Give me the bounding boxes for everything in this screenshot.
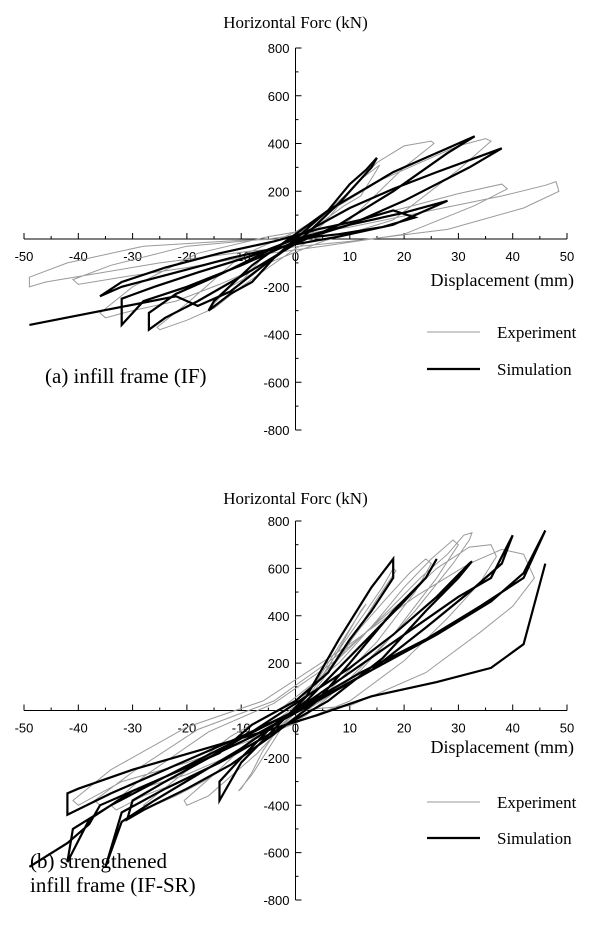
x-tick-label: -50 <box>15 249 34 264</box>
y-tick-label: 400 <box>268 137 290 152</box>
x-tick-label: 0 <box>292 249 299 264</box>
y-tick-label: -600 <box>263 846 289 861</box>
x-tick-label: 30 <box>451 249 465 264</box>
y-axis-title: Horizontal Forc (kN) <box>223 489 367 508</box>
legend-label-experiment: Experiment <box>497 323 577 342</box>
y-tick-label: 800 <box>268 514 290 529</box>
y-tick-label: 600 <box>268 561 290 576</box>
x-tick-label: 40 <box>505 721 519 736</box>
x-tick-label: 50 <box>560 721 574 736</box>
x-tick-label: -50 <box>15 721 34 736</box>
panel-caption: (a) infill frame (IF) <box>45 364 207 388</box>
legend-label-simulation: Simulation <box>497 829 572 848</box>
y-tick-label: -800 <box>263 423 289 438</box>
legend-label-experiment: Experiment <box>497 793 577 812</box>
series-simulation-line <box>28 530 547 868</box>
x-tick-label: 20 <box>397 721 411 736</box>
y-tick-label: -200 <box>263 280 289 295</box>
y-axis-title: Horizontal Forc (kN) <box>223 13 367 32</box>
x-tick-label: -40 <box>69 721 88 736</box>
series-simulation-line <box>29 135 503 332</box>
x-tick-label: -40 <box>69 249 88 264</box>
series-experiment-line <box>72 532 535 811</box>
x-tick-label: 10 <box>343 721 357 736</box>
y-tick-label: -600 <box>263 375 289 390</box>
y-tick-label: -400 <box>263 328 289 343</box>
chart-panel-a: -50 -40 -30 -20 -10 0 10 20 30 40 50800600400200-2… <box>15 13 577 438</box>
x-tick-label: -30 <box>123 249 142 264</box>
x-tick-label: 10 <box>343 249 357 264</box>
panel-caption: (b) strengthened infill frame (IF-SR) <box>30 849 196 897</box>
y-tick-label: 800 <box>268 41 290 56</box>
x-tick-label: -10 <box>232 721 251 736</box>
x-tick-label: 50 <box>560 249 574 264</box>
x-tick-label: 30 <box>451 721 465 736</box>
chart-panel-b: -50 -40 -30 -20 -10 0 10 20 30 40 50 800 600 400 200 -2… <box>15 489 577 908</box>
x-tick-label: 20 <box>397 249 411 264</box>
x-tick-label: -20 <box>178 721 197 736</box>
y-tick-label: 200 <box>268 184 290 199</box>
x-tick-label: 40 <box>505 249 519 264</box>
y-tick-label: -400 <box>263 798 289 813</box>
y-tick-label: 600 <box>268 89 290 104</box>
x-axis-title: Displacement (mm) <box>431 270 574 291</box>
x-tick-label: -30 <box>123 721 142 736</box>
y-tick-label: 400 <box>268 609 290 624</box>
y-tick-label: -200 <box>263 751 289 766</box>
y-tick-label: -800 <box>263 893 289 908</box>
y-tick-label: 200 <box>268 656 290 671</box>
x-tick-label: 0 <box>292 721 299 736</box>
legend-label-simulation: Simulation <box>497 360 572 379</box>
x-axis-title: Displacement (mm) <box>431 737 574 758</box>
